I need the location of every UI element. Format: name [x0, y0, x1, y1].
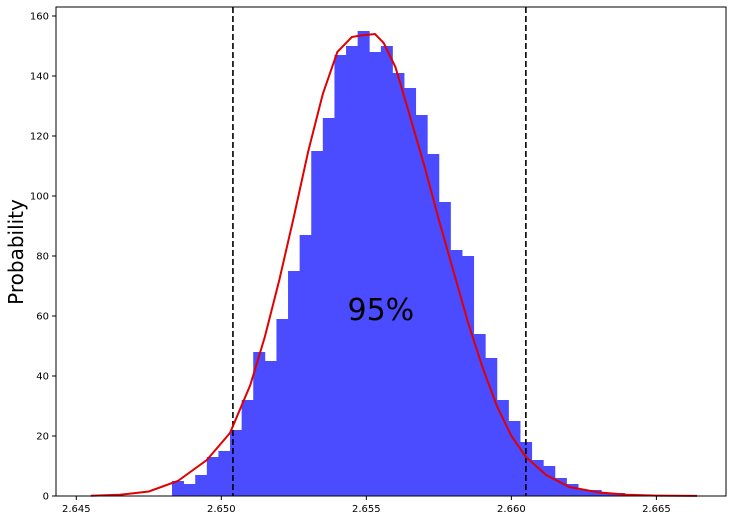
- histogram-bar: [288, 271, 301, 496]
- histogram-bar: [450, 250, 463, 496]
- y-tick-label: 140: [30, 72, 49, 83]
- histogram-bar: [346, 46, 359, 496]
- y-tick-label: 40: [36, 372, 49, 383]
- histogram-bar: [485, 358, 498, 496]
- histogram-bar: [253, 352, 266, 496]
- plot-frame: [55, 6, 727, 497]
- histogram-bar: [276, 319, 289, 496]
- histogram-bar: [195, 475, 208, 496]
- x-tick-label: 2.655: [352, 504, 381, 515]
- y-tick-label: 160: [30, 12, 49, 23]
- histogram-bar: [427, 154, 440, 496]
- histogram-bar: [322, 118, 335, 496]
- y-axis: 0 20 40 60 80 100 120 140 160: [30, 12, 56, 503]
- histogram-bar: [404, 88, 417, 496]
- y-tick-label: 80: [36, 252, 49, 263]
- histogram-bar: [462, 256, 475, 496]
- histogram-bar: [578, 490, 591, 496]
- x-tick-label: 2.645: [62, 504, 91, 515]
- y-axis-label: Probability: [4, 199, 28, 305]
- histogram-bar: [508, 421, 521, 496]
- annotation-95-percent: 95%: [348, 293, 415, 328]
- x-axis: 2.645 2.650 2.655 2.660 2.665: [62, 496, 671, 515]
- x-tick-label: 2.660: [497, 504, 526, 515]
- y-tick-label: 0: [43, 492, 49, 503]
- histogram-bar: [473, 334, 486, 496]
- y-tick-label: 60: [36, 312, 49, 323]
- histogram-bar: [543, 466, 556, 496]
- density-curve: [90, 32, 698, 497]
- histogram-bar: [230, 430, 243, 496]
- x-tick-label: 2.650: [207, 504, 236, 515]
- histogram-bar: [183, 484, 196, 496]
- histogram-bar: [311, 151, 324, 496]
- histogram-bar: [206, 457, 219, 496]
- histogram-bar: [589, 490, 602, 496]
- histogram-bar: [334, 55, 347, 496]
- x-tick-label: 2.665: [642, 504, 671, 515]
- y-tick-label: 120: [30, 132, 49, 143]
- histogram-bar: [392, 73, 405, 496]
- histogram-bar: [601, 493, 614, 496]
- histogram-bar: [241, 400, 254, 496]
- y-tick-label: 100: [30, 192, 49, 203]
- histogram-bar: [172, 481, 185, 496]
- histogram-bar: [380, 46, 393, 496]
- confidence-lines: [232, 7, 527, 496]
- histogram-bar: [554, 478, 567, 496]
- histogram-bar: [531, 460, 544, 496]
- histogram-bar: [218, 451, 231, 496]
- histogram-bar: [264, 361, 277, 496]
- histogram-bar: [438, 202, 451, 496]
- histogram-bar: [415, 115, 428, 496]
- y-tick-label: 20: [36, 432, 49, 443]
- histogram-bar: [357, 31, 370, 496]
- histogram-bar: [299, 235, 312, 496]
- histogram-bar: [496, 400, 509, 496]
- histogram-bar: [369, 52, 382, 496]
